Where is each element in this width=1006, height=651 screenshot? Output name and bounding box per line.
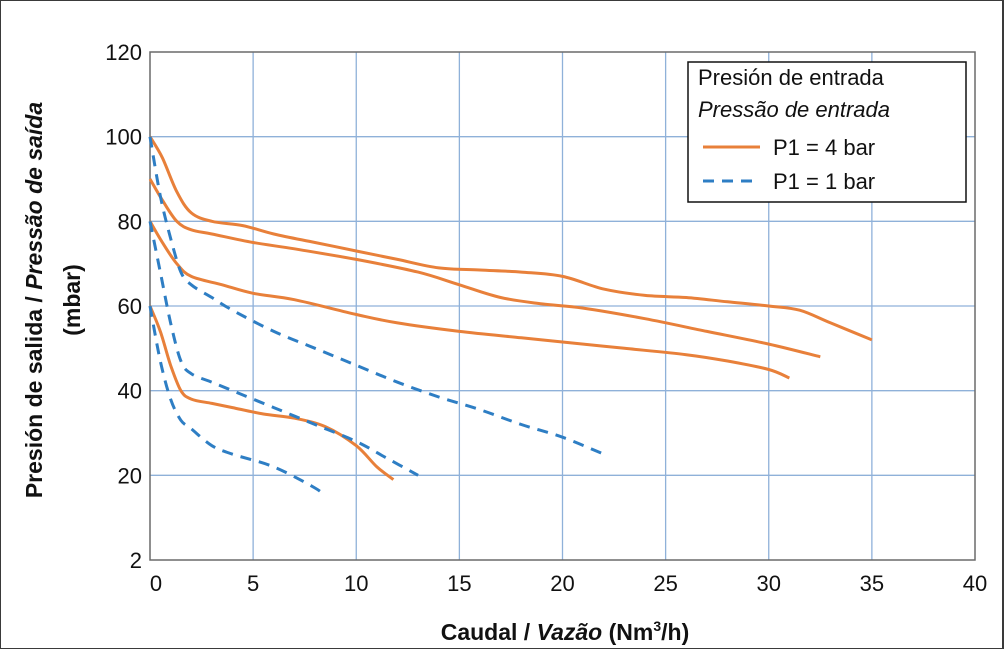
x-tick-label: 25: [653, 571, 677, 596]
legend-entry-1bar: P1 = 1 bar: [773, 169, 875, 194]
series-line-4bar-0: [148, 135, 873, 342]
y-tick-label: 20: [118, 463, 142, 488]
x-tick-label: 0: [150, 571, 162, 596]
series-line-1bar-4: [148, 136, 605, 456]
x-tick-label: 35: [860, 571, 884, 596]
legend-box: [687, 61, 967, 203]
x-tick-label: 10: [344, 571, 368, 596]
legend: Presión de entrada Pressão de entrada P1…: [687, 61, 967, 203]
y-tick-label: 120: [105, 40, 142, 65]
y-tick-label: 2: [130, 548, 142, 573]
series-line-4bar-1: [148, 178, 821, 359]
x-axis-title: Caudal / Vazão (Nm3/h): [441, 618, 690, 645]
series-layer: [148, 135, 873, 498]
series-line-1bar-6: [148, 305, 327, 498]
y-tick-label: 80: [118, 209, 142, 234]
x-tick-label: 5: [247, 571, 259, 596]
x-tick-label: 30: [757, 571, 781, 596]
legend-title-italic: Pressão de entrada: [698, 97, 890, 122]
x-tick-label: 40: [963, 571, 987, 596]
y-tick-label: 100: [105, 125, 142, 150]
x-tick-label: 20: [550, 571, 574, 596]
tick-labels: 0 5 10 15 20 25 30 35 40 2 20 40 60 80 100 120: [105, 40, 987, 596]
series-line-4bar-2: [148, 220, 790, 380]
x-tick-label: 15: [447, 571, 471, 596]
y-tick-label: 40: [118, 379, 142, 404]
legend-entry-4bar: P1 = 4 bar: [773, 135, 875, 160]
y-axis-title: Presión de salida / Pressão de saída: [21, 102, 47, 499]
series-line-4bar-3: [148, 305, 395, 481]
legend-title: Presión de entrada: [698, 65, 885, 90]
y-axis-unit: (mbar): [59, 264, 85, 336]
series-line-1bar-5: [148, 221, 419, 477]
y-tick-label: 60: [118, 294, 142, 319]
